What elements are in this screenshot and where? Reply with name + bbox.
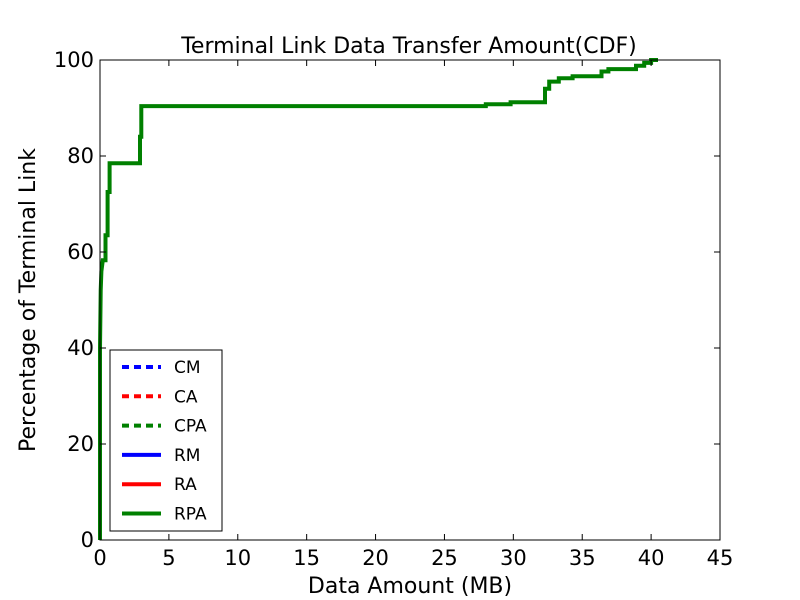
legend-label-ra: RA [174, 475, 197, 495]
x-tick-label: 0 [93, 546, 106, 570]
series-line-rpa [98, 58, 658, 540]
legend-label-rpa: RPA [174, 505, 207, 525]
x-tick-label: 5 [162, 546, 175, 570]
x-tick-label: 20 [362, 546, 389, 570]
x-tick-label: 40 [638, 546, 665, 570]
legend-label-rm: RM [174, 446, 200, 466]
y-tick-label: 80 [67, 144, 94, 168]
y-axis-ticks: 0 20 40 60 80 100 [54, 48, 720, 552]
y-tick-label: 0 [81, 528, 94, 552]
x-tick-label: 10 [224, 546, 251, 570]
x-tick-label: 25 [431, 546, 458, 570]
x-tick-label: 35 [569, 546, 596, 570]
y-tick-label: 20 [67, 432, 94, 456]
y-axis-label: Percentage of Terminal Link [16, 148, 41, 452]
legend: CM CA CPA RM RA RPA [109, 349, 223, 532]
series-layer [98, 58, 658, 540]
legend-entries: CM CA CPA RM RA RPA [122, 358, 207, 525]
legend-label-cm: CM [174, 358, 201, 378]
x-tick-label: 15 [293, 546, 320, 570]
plot-area: 0 5 10 15 20 25 30 35 40 45 0 20 40 60 80 100 [54, 48, 733, 570]
legend-label-cpa: CPA [174, 417, 207, 437]
y-tick-label: 100 [54, 48, 94, 72]
x-axis-ticks: 0 5 10 15 20 25 30 35 40 45 [93, 60, 733, 570]
x-tick-label: 45 [707, 546, 734, 570]
y-tick-label: 60 [67, 240, 94, 264]
x-axis-label: Data Amount (MB) [308, 574, 512, 599]
legend-label-ca: CA [174, 387, 198, 407]
plot-frame [99, 59, 721, 541]
x-tick-label: 30 [500, 546, 527, 570]
y-tick-label: 40 [67, 336, 94, 360]
chart-title: Terminal Link Data Transfer Amount(CDF) [180, 34, 637, 59]
legend-box [109, 349, 223, 532]
